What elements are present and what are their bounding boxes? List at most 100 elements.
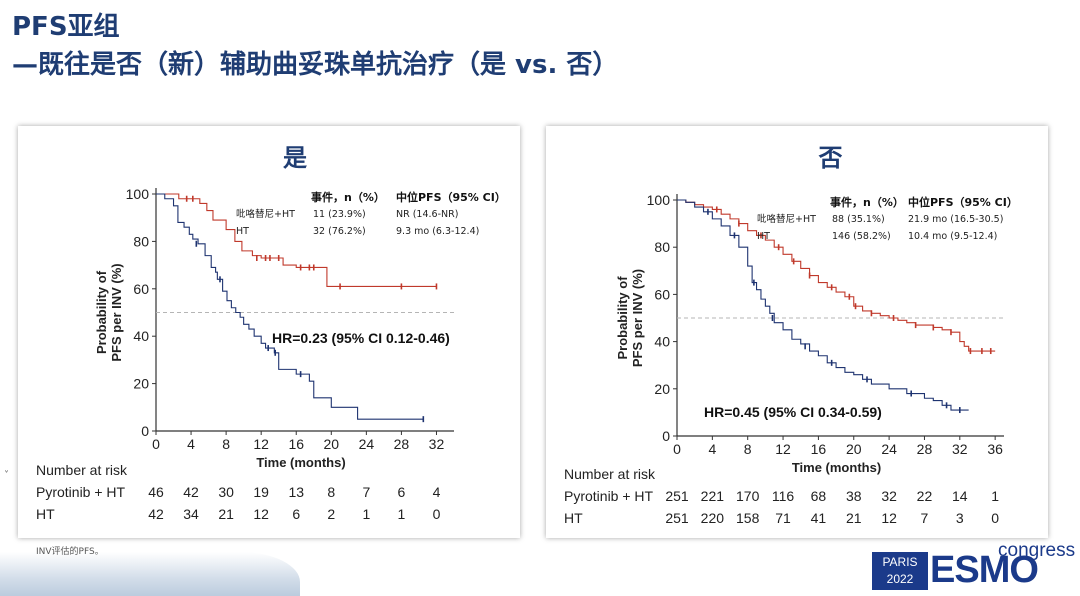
- legend-series-name: 吡咯替尼+HT: [757, 213, 816, 225]
- chart-panel-yes: 是 0 20 40 60 80 100 0 4 8 12 16 20 24 28 32 Time (months…: [18, 126, 520, 538]
- risk-table-value: 34: [183, 506, 199, 522]
- risk-table-value: 8: [327, 484, 335, 500]
- x-tick-label: 24: [359, 436, 375, 452]
- x-tick-label: 12: [253, 436, 269, 452]
- x-tick-label: 8: [744, 441, 752, 457]
- risk-table-value: 21: [846, 510, 862, 526]
- x-tick-label: 20: [846, 441, 862, 457]
- risk-table-value: 251: [665, 510, 689, 526]
- risk-table-row-label: Pyrotinib + HT: [564, 488, 654, 504]
- legend-header-events: 事件，n（%）: [311, 190, 385, 204]
- risk-table-value: 71: [775, 510, 791, 526]
- legend-series-name: HT: [757, 231, 770, 242]
- risk-table-value: 1: [362, 506, 370, 522]
- legend-series-events: 88 (35.1%): [832, 214, 885, 225]
- legend-series-median: 9.3 mo (6.3-12.4): [396, 226, 479, 237]
- y-tick-label: 40: [654, 334, 670, 350]
- y-tick-label: 20: [133, 376, 149, 392]
- risk-table-header: Number at risk: [36, 462, 128, 478]
- risk-table-value: 220: [701, 510, 725, 526]
- esmo-logo: PARIS 2022 ESMO congress: [872, 540, 1076, 592]
- x-tick-label: 32: [952, 441, 968, 457]
- risk-table-value: 170: [736, 488, 760, 504]
- legend-series-events: 146 (58.2%): [832, 231, 891, 242]
- risk-table-value: 42: [148, 506, 164, 522]
- x-tick-label: 36: [987, 441, 1003, 457]
- bottom-decoration: [0, 552, 300, 596]
- risk-table-row-label: HT: [36, 506, 55, 522]
- x-tick-label: 32: [429, 436, 445, 452]
- legend-series-name: HT: [236, 226, 249, 237]
- x-tick-label: 0: [673, 441, 681, 457]
- curve-ht: [677, 199, 969, 411]
- risk-table-value: 221: [701, 488, 725, 504]
- risk-table-value: 13: [288, 484, 304, 500]
- risk-table-value: 38: [846, 488, 862, 504]
- risk-table-value: 4: [433, 484, 441, 500]
- risk-table-value: 68: [811, 488, 827, 504]
- risk-table-value: 46: [148, 484, 164, 500]
- side-mark: ˅: [4, 470, 9, 481]
- risk-table-value: 41: [811, 510, 827, 526]
- y-tick-label: 100: [126, 186, 150, 202]
- y-tick-label: 0: [662, 428, 670, 444]
- risk-table-value: 14: [952, 488, 968, 504]
- legend-series-events: 11 (23.9%): [313, 209, 366, 220]
- slide-subtitle: —既往是否（新）辅助曲妥珠单抗治疗（是 vs. 否）: [12, 50, 619, 80]
- logo-city-box: PARIS 2022: [872, 552, 928, 590]
- y-tick-label: 80: [133, 233, 149, 249]
- x-tick-label: 12: [775, 441, 791, 457]
- x-tick-label: 28: [917, 441, 933, 457]
- y-axis-label: Probability of: [615, 276, 630, 360]
- y-axis-label: Probability of: [94, 270, 109, 354]
- risk-table-value: 42: [183, 484, 199, 500]
- risk-table-value: 6: [398, 484, 406, 500]
- curve-pyrotinib: [156, 193, 437, 287]
- x-axis-label: Time (months): [792, 460, 881, 475]
- legend-header-median: 中位PFS（95% CI）: [396, 190, 506, 204]
- chart-panel-no: 否 0 20 40 60 80 100 0 4 8 12 16 20 24 28 32 36 Time (mont…: [546, 126, 1048, 538]
- risk-table-row-label: HT: [564, 510, 583, 526]
- logo-suffix: congress: [998, 540, 1076, 561]
- logo-year: 2022: [886, 572, 914, 586]
- legend-series-median: 10.4 mo (9.5-12.4): [908, 231, 997, 242]
- x-tick-label: 20: [324, 436, 340, 452]
- risk-table-header: Number at risk: [564, 466, 656, 482]
- risk-table-value: 30: [218, 484, 234, 500]
- legend-header-median: 中位PFS（95% CI）: [908, 195, 1018, 209]
- y-axis-label: PFS per INV (%): [630, 269, 645, 367]
- risk-table-value: 116: [772, 488, 795, 504]
- curve-ht: [156, 193, 424, 420]
- risk-table-row-label: Pyrotinib + HT: [36, 484, 126, 500]
- risk-table-value: 1: [991, 488, 999, 504]
- x-axis-label: Time (months): [256, 455, 345, 470]
- risk-table-value: 12: [253, 506, 269, 522]
- risk-table-value: 6: [292, 506, 300, 522]
- x-tick-label: 4: [708, 441, 716, 457]
- chart-title: 是: [283, 144, 307, 172]
- y-axis-label-group: Probability of PFS per INV (%): [94, 263, 124, 361]
- legend-series-median: 21.9 mo (16.5-30.5): [908, 214, 1003, 225]
- risk-table-value: 3: [956, 510, 964, 526]
- y-tick-label: 60: [133, 281, 149, 297]
- x-tick-label: 24: [881, 441, 897, 457]
- y-tick-label: 40: [133, 328, 149, 344]
- risk-table-value: 12: [881, 510, 897, 526]
- risk-table-value: 0: [433, 506, 441, 522]
- legend-series-events: 32 (76.2%): [313, 226, 366, 237]
- risk-table-value: 22: [917, 488, 933, 504]
- chart-title: 否: [818, 144, 843, 172]
- km-chart-no: 否 0 20 40 60 80 100 0 4 8 12 16 20 24 28 32 36 Time (mont…: [564, 144, 1018, 526]
- x-tick-label: 16: [811, 441, 827, 457]
- risk-table-value: 32: [881, 488, 897, 504]
- legend-series-median: NR (14.6-NR): [396, 209, 458, 220]
- x-tick-label: 4: [187, 436, 195, 452]
- curve-pyrotinib: [677, 199, 996, 352]
- risk-table-value: 1: [398, 506, 406, 522]
- hazard-ratio-text: HR=0.45 (95% CI 0.34-0.59): [704, 404, 882, 420]
- slide-title: PFS亚组: [12, 12, 120, 42]
- y-tick-label: 0: [141, 423, 149, 439]
- risk-table-value: 158: [736, 510, 760, 526]
- y-tick-label: 60: [654, 286, 670, 302]
